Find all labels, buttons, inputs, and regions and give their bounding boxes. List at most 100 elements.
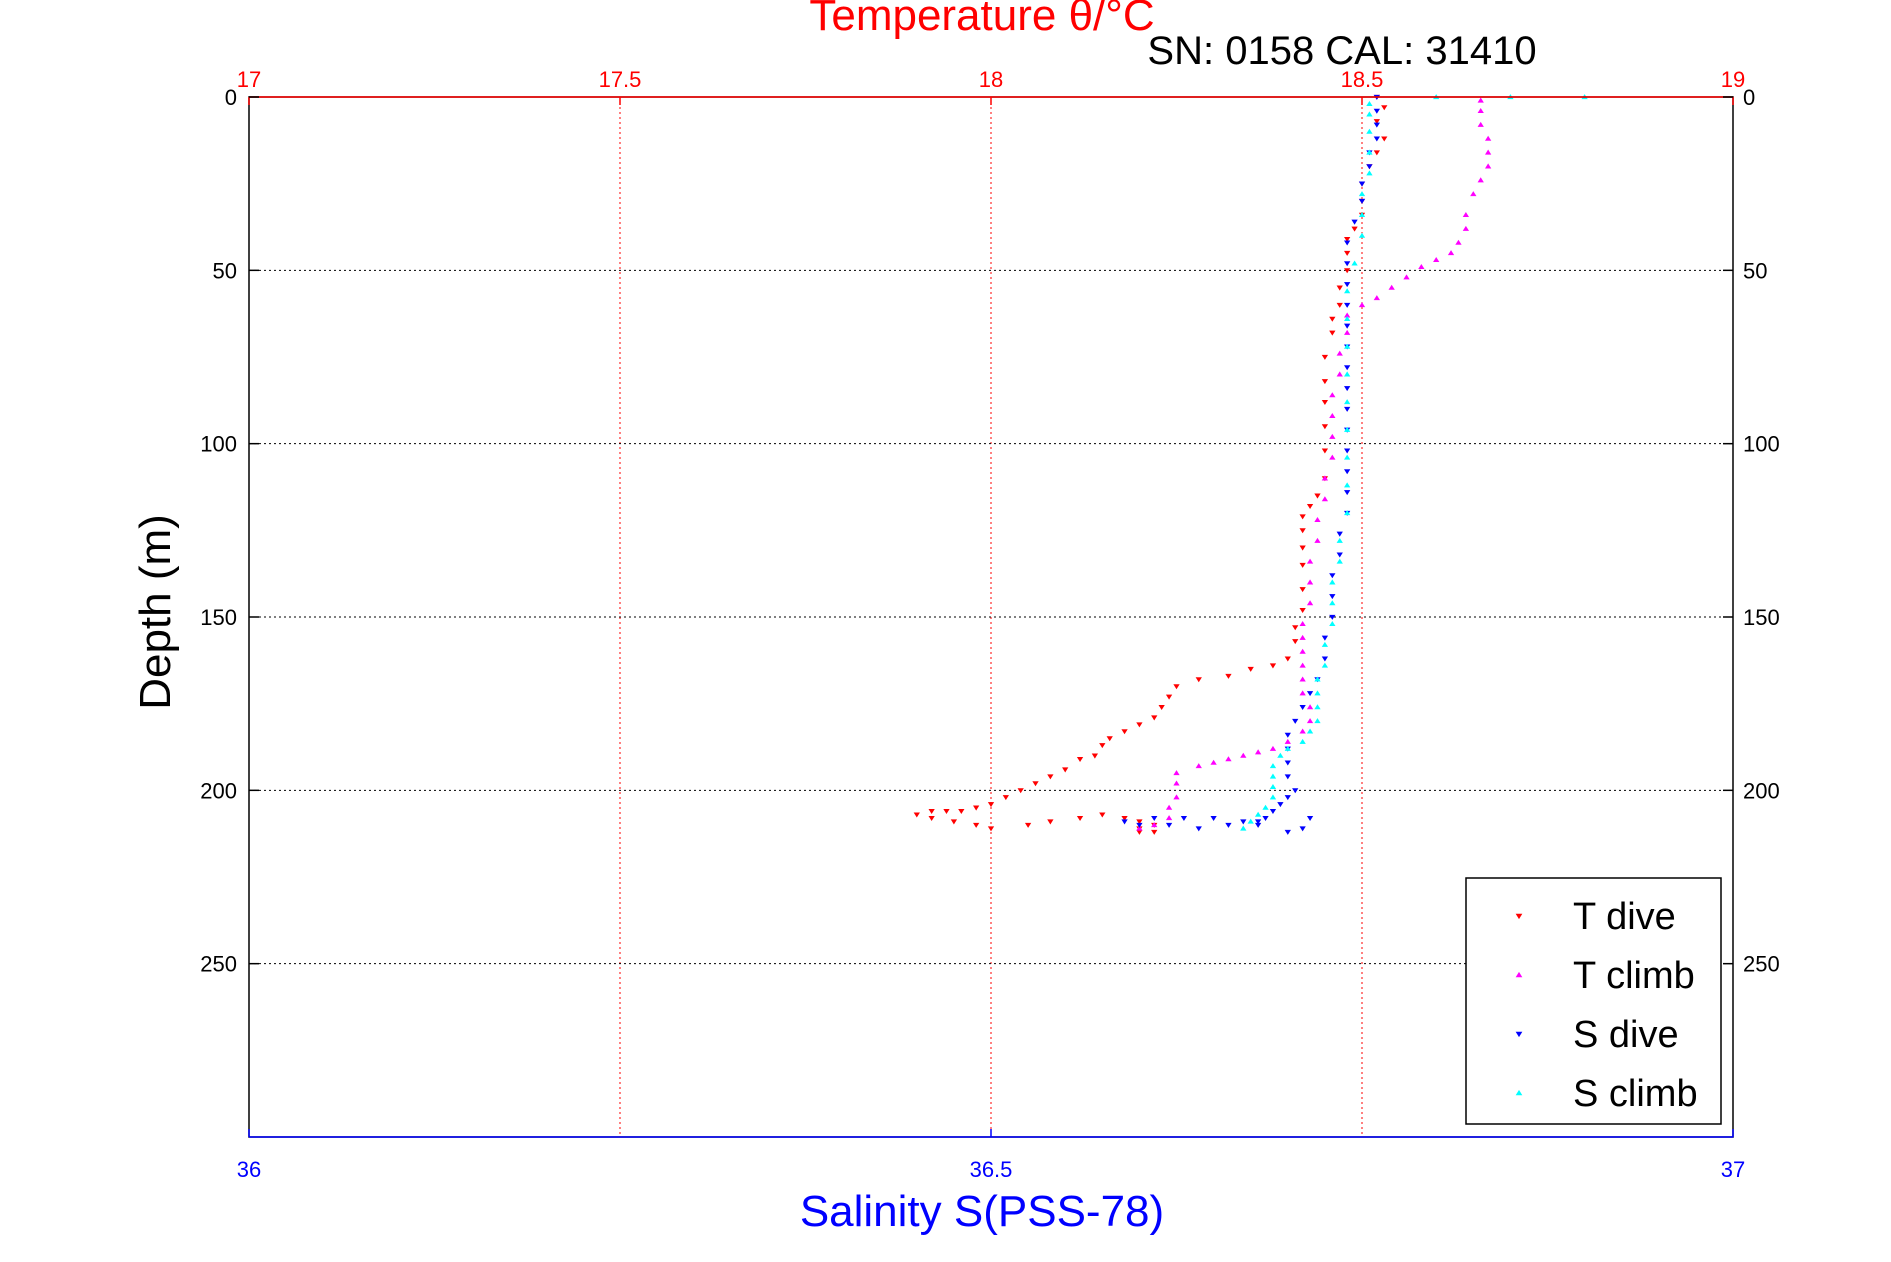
data-point: [1284, 738, 1291, 744]
data-point: [1321, 475, 1329, 481]
data-point: [1269, 809, 1277, 815]
data-point: [1447, 250, 1455, 256]
tick-label-right: 150: [1743, 605, 1780, 630]
data-point: [1336, 285, 1343, 291]
data-point: [1247, 818, 1254, 824]
legend-label: T dive: [1573, 896, 1676, 938]
tick-label-left: 150: [200, 605, 237, 630]
data-point: [1076, 815, 1084, 821]
data-point: [1269, 663, 1277, 669]
data-point: [1477, 121, 1484, 127]
data-point: [1403, 274, 1410, 280]
data-point: [1314, 718, 1321, 724]
chart-subtitle: SN: 0158 CAL: 31410: [1147, 29, 1536, 73]
data-point: [1477, 177, 1484, 183]
data-point: [1299, 676, 1306, 682]
data-point: [1292, 788, 1299, 794]
data-point: [1195, 763, 1202, 769]
data-point: [1329, 433, 1336, 439]
data-point: [1344, 469, 1351, 475]
data-point: [1292, 718, 1299, 724]
data-point: [987, 802, 995, 808]
legend-entries: T dive T climb S dive S climb: [1515, 896, 1698, 1115]
tick-label-top: 17.5: [599, 67, 642, 92]
data-point: [1306, 718, 1314, 724]
data-point: [1358, 181, 1366, 187]
data-point: [1062, 767, 1069, 773]
data-point: [1269, 783, 1277, 789]
data-point: [1292, 639, 1299, 645]
data-point: [1321, 662, 1329, 668]
data-point: [1358, 191, 1366, 197]
data-point: [1225, 822, 1232, 828]
data-point: [1262, 804, 1269, 810]
data-point: [1329, 614, 1336, 620]
tick-label-left: 100: [200, 432, 237, 457]
data-point: [1321, 354, 1329, 360]
data-point: [1344, 482, 1351, 488]
data-point: [1306, 503, 1314, 509]
data-point: [1336, 537, 1343, 543]
data-point: [1299, 690, 1306, 696]
data-point: [1024, 822, 1032, 828]
data-point: [1284, 745, 1291, 751]
data-point: [1344, 261, 1351, 267]
data-point: [1180, 815, 1188, 821]
data-point: [1455, 239, 1462, 245]
data-point: [1373, 295, 1380, 301]
data-point: [1136, 722, 1143, 728]
data-point: [1047, 774, 1054, 780]
data-point: [1269, 794, 1277, 800]
data-point: [1240, 752, 1247, 758]
data-point: [1358, 302, 1366, 308]
data-point: [1247, 666, 1254, 672]
data-point: [1336, 558, 1343, 564]
data-point: [1121, 815, 1128, 821]
data-point: [1344, 371, 1351, 377]
data-point: [1299, 705, 1306, 711]
data-point: [1358, 211, 1366, 217]
data-point: [1091, 753, 1099, 759]
data-point: [1433, 257, 1440, 263]
data-point: [1351, 219, 1358, 225]
data-point: [1195, 677, 1202, 683]
data-point: [943, 809, 950, 815]
data-point: [1344, 448, 1351, 454]
data-point: [1344, 323, 1351, 329]
data-point: [1158, 705, 1165, 711]
legend-marker: [1515, 1031, 1523, 1038]
data-point: [1381, 136, 1388, 142]
data-point: [1329, 594, 1336, 600]
data-point: [1329, 454, 1336, 460]
data-point: [1173, 684, 1180, 690]
data-point: [1321, 656, 1329, 662]
data-point: [1306, 728, 1314, 734]
data-point: [1306, 691, 1314, 697]
legend-entry: S dive: [1515, 1014, 1679, 1056]
data-point: [1299, 728, 1306, 734]
legend-marker: [1515, 913, 1523, 920]
data-point: [1121, 729, 1128, 735]
data-point: [1484, 149, 1492, 155]
data-point: [1366, 101, 1373, 107]
legend-label: S dive: [1573, 1014, 1679, 1056]
data-point: [1314, 704, 1321, 710]
data-point: [1151, 829, 1158, 835]
tick-layer: 17 17.5 18 18.5 19 36 36.5 37 0 0 50 50 100 100 150 150…: [200, 67, 1779, 1182]
data-point: [1299, 607, 1306, 613]
data-point: [1329, 413, 1336, 419]
data-point: [1358, 232, 1366, 238]
tick-label-top: 17: [237, 67, 261, 92]
data-point: [1106, 736, 1113, 742]
data-point: [1306, 558, 1314, 564]
y-axis-label: Depth (m): [131, 514, 180, 710]
data-point: [1306, 815, 1314, 821]
data-point: [1329, 392, 1336, 398]
data-point: [1292, 625, 1299, 631]
legend-box: [1465, 877, 1722, 1125]
data-point: [1284, 774, 1291, 780]
data-point: [1151, 715, 1158, 721]
tick-label-top: 18: [979, 67, 1003, 92]
data-point: [1262, 815, 1269, 821]
